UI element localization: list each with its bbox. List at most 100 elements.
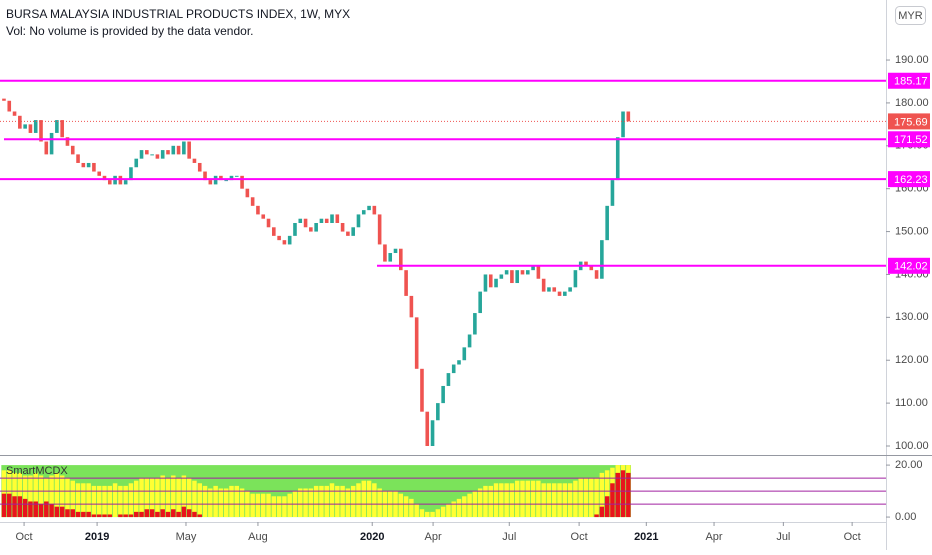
candle [129, 167, 133, 181]
indicator-bar [128, 483, 134, 518]
candle [277, 235, 281, 241]
candle [626, 111, 631, 122]
candle [2, 98, 6, 101]
indicator-bar [599, 472, 605, 518]
candle [488, 274, 493, 288]
candle [594, 270, 599, 279]
indicator-bar [139, 478, 144, 518]
candle [203, 171, 207, 181]
y-tick-label: 180.00 [895, 97, 929, 109]
indicator-bar [308, 488, 314, 518]
indicator-bar [139, 511, 144, 518]
indicator-bar [192, 480, 197, 518]
y-tick-label: 110.00 [895, 397, 928, 409]
indicator-bar [107, 485, 113, 518]
indicator-bar [91, 514, 97, 518]
last-price-tag [888, 113, 930, 130]
candle [123, 180, 128, 185]
indicator-bar [96, 514, 102, 518]
indicator-bar [504, 483, 509, 518]
indicator-bar [541, 483, 546, 518]
candle [351, 227, 355, 236]
indicator-bar [59, 506, 65, 518]
currency-button[interactable] [895, 6, 926, 25]
x-tick-label: 2021 [634, 531, 658, 543]
indicator-bar [160, 475, 165, 518]
indicator-bar [144, 478, 150, 518]
candle [97, 171, 102, 176]
indicator-bar [552, 483, 557, 518]
y-tick-label: 130.00 [895, 311, 929, 323]
indicator-bar [525, 480, 531, 518]
indicator-bar [33, 501, 38, 518]
candle [356, 214, 361, 228]
indicator-bar [33, 472, 38, 518]
currency-label[interactable]: MYR [898, 10, 923, 22]
candle [86, 162, 91, 168]
candle [621, 111, 625, 138]
indicator-bar [213, 485, 218, 518]
indicator-bar [160, 509, 165, 518]
candle [65, 137, 70, 146]
indicator-bar [514, 480, 520, 518]
candle [462, 347, 467, 361]
candle [287, 235, 292, 245]
candle [7, 100, 12, 112]
indicator-bar [403, 496, 409, 518]
indicator-bar [594, 514, 599, 518]
candle [404, 270, 408, 296]
candle [28, 124, 33, 133]
indicator-bar [123, 485, 128, 518]
indicator-bar [366, 480, 372, 518]
indicator-bar [250, 493, 255, 518]
candle [319, 218, 324, 223]
indicator-bar [38, 504, 44, 518]
x-tick-label: Oct [571, 531, 588, 543]
indicator-bar [128, 514, 134, 518]
hline-price-label: 142.02 [894, 261, 928, 273]
indicator-bar [319, 485, 324, 518]
indicator-bar [65, 509, 70, 518]
indicator-bar [276, 496, 282, 518]
candle [520, 270, 525, 275]
candle [250, 197, 255, 206]
candle [557, 291, 562, 296]
indicator-bar [86, 483, 91, 518]
x-tick-label: 2020 [360, 531, 384, 543]
candle [494, 278, 498, 288]
indicator-bar [350, 485, 356, 518]
candle [187, 141, 191, 159]
candle [166, 150, 170, 155]
indicator-bar [488, 485, 493, 518]
indicator-bar [218, 488, 224, 518]
indicator-bar [223, 488, 229, 518]
candle [451, 364, 456, 374]
candle [76, 154, 80, 163]
indicator-bar [102, 514, 107, 518]
candle [219, 175, 223, 181]
y-tick-label: 190.00 [895, 54, 929, 66]
candle [483, 274, 488, 292]
x-tick-label: May [176, 531, 197, 543]
chart-title: BURSA MALAYSIA INDUSTRIAL PRODUCTS INDEX… [6, 7, 350, 21]
indicator-bar [107, 514, 113, 518]
indicator-bar [65, 478, 70, 518]
candle [298, 218, 303, 223]
candle [224, 180, 228, 182]
indicator-bar [81, 511, 86, 518]
candle [314, 222, 318, 232]
candle [610, 180, 615, 206]
candle [446, 373, 451, 386]
candle [23, 124, 27, 129]
indicator-bar [197, 483, 202, 518]
y-tick-label: 20.00 [895, 459, 923, 471]
indicator-bar [208, 488, 213, 518]
candle [256, 205, 260, 215]
indicator-bar [75, 511, 81, 518]
candle [134, 158, 139, 168]
indicator-bar [604, 470, 610, 518]
candle [377, 214, 382, 245]
